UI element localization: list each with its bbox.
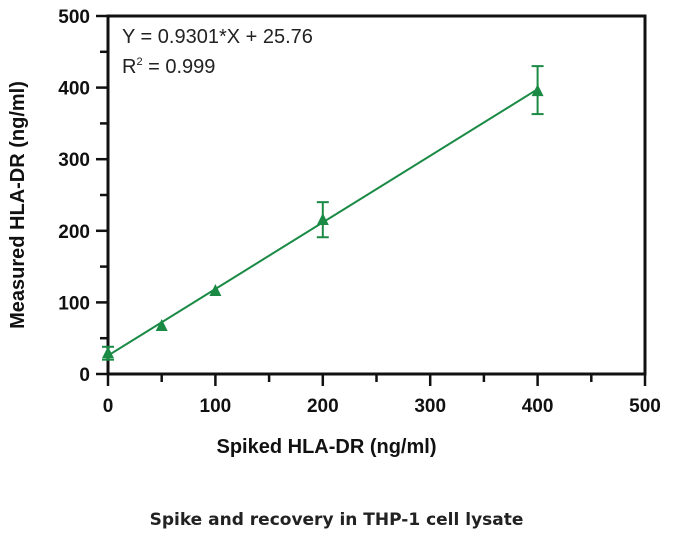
x-tick-label: 500 xyxy=(629,396,661,417)
data-point xyxy=(209,283,222,296)
y-tick-label: 400 xyxy=(58,79,90,100)
equation-label: Y = 0.9301*X + 25.76 xyxy=(122,26,313,48)
x-tick-label: 100 xyxy=(200,396,232,417)
y-tick-label: 100 xyxy=(58,293,90,314)
x-tick-label: 300 xyxy=(414,396,446,417)
x-tick-label: 200 xyxy=(307,396,339,417)
x-tick-label: 0 xyxy=(103,396,114,417)
y-tick-label: 200 xyxy=(58,222,90,243)
x-tick-label: 400 xyxy=(522,396,554,417)
chart-caption: Spike and recovery in THP-1 cell lysate xyxy=(149,510,524,530)
x-axis-label: Spiked HLA-DR (ng/ml) xyxy=(217,436,437,458)
chart: 0 100 200 300 400 500 0 100 200 300 400 500 Spiked H… xyxy=(7,7,661,458)
data-point xyxy=(155,319,168,332)
data-point xyxy=(316,213,329,226)
y-axis-label: Measured HLA-DR (ng/ml) xyxy=(7,81,29,329)
y-tick-label: 0 xyxy=(79,365,90,386)
data-point xyxy=(531,84,544,97)
y-tick-label: 300 xyxy=(58,150,90,171)
data-point xyxy=(102,346,114,359)
y-tick-label: 500 xyxy=(58,7,90,28)
r-squared-label: R2 = 0.999 xyxy=(122,56,215,78)
